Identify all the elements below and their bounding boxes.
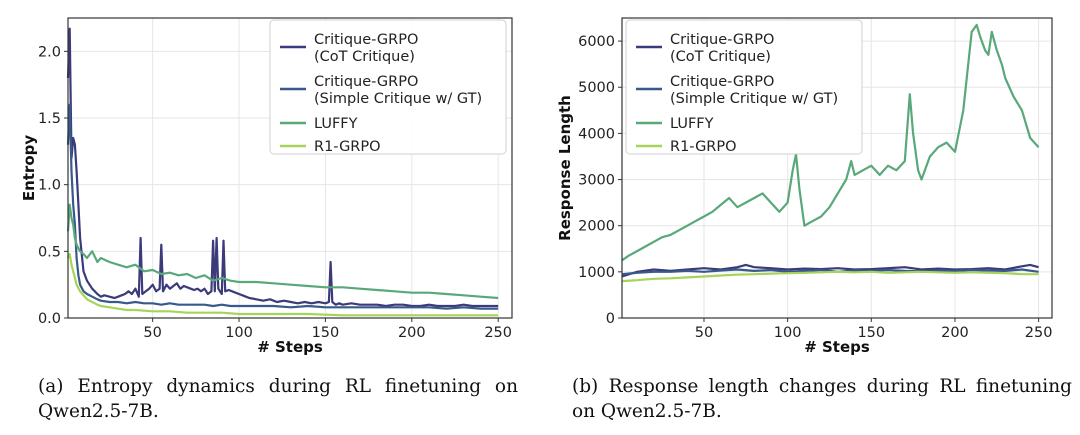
y-tick-label: 5000 [578,80,615,96]
series-lines [66,27,499,317]
y-tick-label: 1.0 [38,178,61,194]
legend-box [269,19,507,155]
plot-frame [67,17,513,319]
y-tick-label: 0 [606,311,615,327]
x-tick-label: 150 [312,325,340,341]
x-tick-label: 100 [774,325,802,341]
x-tick-label: 200 [398,325,426,341]
legend-label: Critique-GRPO [670,32,774,48]
legend-label: Critique-GRPO [314,32,418,48]
legend-box [625,19,863,155]
y-tick-label: 1000 [578,265,615,281]
legend-label: (CoT Critique) [314,49,415,65]
legend-label: LUFFY [670,116,714,132]
legend-label: R1-GRPO [314,139,381,155]
series-line [66,103,499,310]
x-tick-label: 50 [143,325,161,341]
legend: Critique-GRPO(CoT Critique)Critique-GRPO… [625,19,863,155]
x-tick-label: 250 [484,325,512,341]
legend-label: Critique-GRPO [314,74,418,90]
x-axis-title: # Steps [804,338,870,356]
x-tick-label: 100 [225,325,253,341]
y-axis-title: Entropy [20,135,38,202]
series-line [66,203,499,300]
response-length-chart-caption: (b) Response length changes during RL fi… [572,376,1072,422]
y-axis-title: Response Length [556,95,574,241]
series-line [621,268,1039,276]
y-tick-label: 0.5 [38,244,61,260]
response-length-chart: 50 100 150 200 250 0 1000 2000 3000 4000 5000 6000 #… [556,17,1053,356]
series-line [66,252,499,317]
legend-label: (Simple Critique w/ GT) [670,91,838,107]
series-line [621,23,1040,262]
x-tick-label: 200 [941,325,969,341]
y-tick-label: 1.5 [38,111,61,127]
y-tick-label: 2000 [578,219,615,235]
y-tick-label: 2.0 [38,44,61,60]
series-lines [621,23,1040,283]
y-tick-label: 6000 [578,34,615,50]
series-line [621,270,1039,283]
legend-label: LUFFY [314,116,358,132]
legend-label: (CoT Critique) [670,49,771,65]
x-axis-title: # Steps [257,338,323,356]
legend-label: R1-GRPO [670,139,737,155]
plot-frame [621,17,1053,319]
y-tick-label: 0.0 [38,311,61,327]
legend-label: (Simple Critique w/ GT) [314,91,482,107]
legend-label: Critique-GRPO [670,74,774,90]
entropy-chart-caption: (a) Entropy dynamics during RL finetunin… [38,376,518,422]
x-tick-label: 50 [695,325,713,341]
series-line [621,263,1039,278]
x-tick-label: 150 [857,325,885,341]
legend: Critique-GRPO(CoT Critique)Critique-GRPO… [269,19,507,155]
entropy-chart-panel: 50 100 150 200 250 0.0 0.5 1.0 1.5 2.0 # Steps Entr… [20,17,518,422]
x-tick-label: 250 [1025,325,1053,341]
response-length-chart-panel: 50 100 150 200 250 0 1000 2000 3000 4000 5000 6000 #… [540,0,1080,435]
entropy-chart: 50 100 150 200 250 0.0 0.5 1.0 1.5 2.0 # Steps Entr… [20,17,513,356]
y-tick-label: 4000 [578,126,615,142]
series-line [66,27,499,308]
y-tick-label: 3000 [578,173,615,189]
